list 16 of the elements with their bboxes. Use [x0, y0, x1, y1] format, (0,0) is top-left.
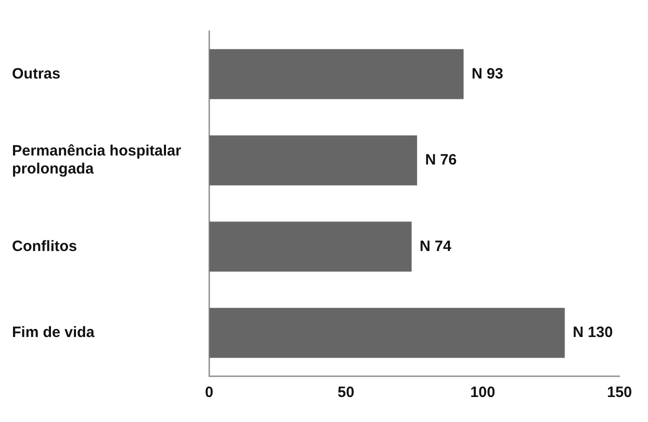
- bar: [209, 135, 418, 186]
- bar: [209, 308, 565, 358]
- x-tick-label: 150: [606, 384, 632, 402]
- y-tick-label: Outras: [12, 65, 60, 82]
- x-tick-label: 0: [205, 384, 214, 402]
- data-label: N 74: [420, 238, 452, 255]
- bar: [209, 222, 412, 272]
- y-tick-label: Conflitos: [12, 238, 77, 255]
- x-tick-label: 50: [338, 384, 354, 402]
- data-label: N 76: [425, 152, 457, 169]
- y-tick-label: Fim de vida: [12, 324, 96, 342]
- x-tick-label: 100: [470, 384, 496, 402]
- data-label: N 93: [472, 65, 504, 82]
- bar: [209, 49, 464, 100]
- y-tick-label: Permanência hospitalar prolongada: [12, 142, 182, 178]
- data-label: N 130: [572, 324, 613, 342]
